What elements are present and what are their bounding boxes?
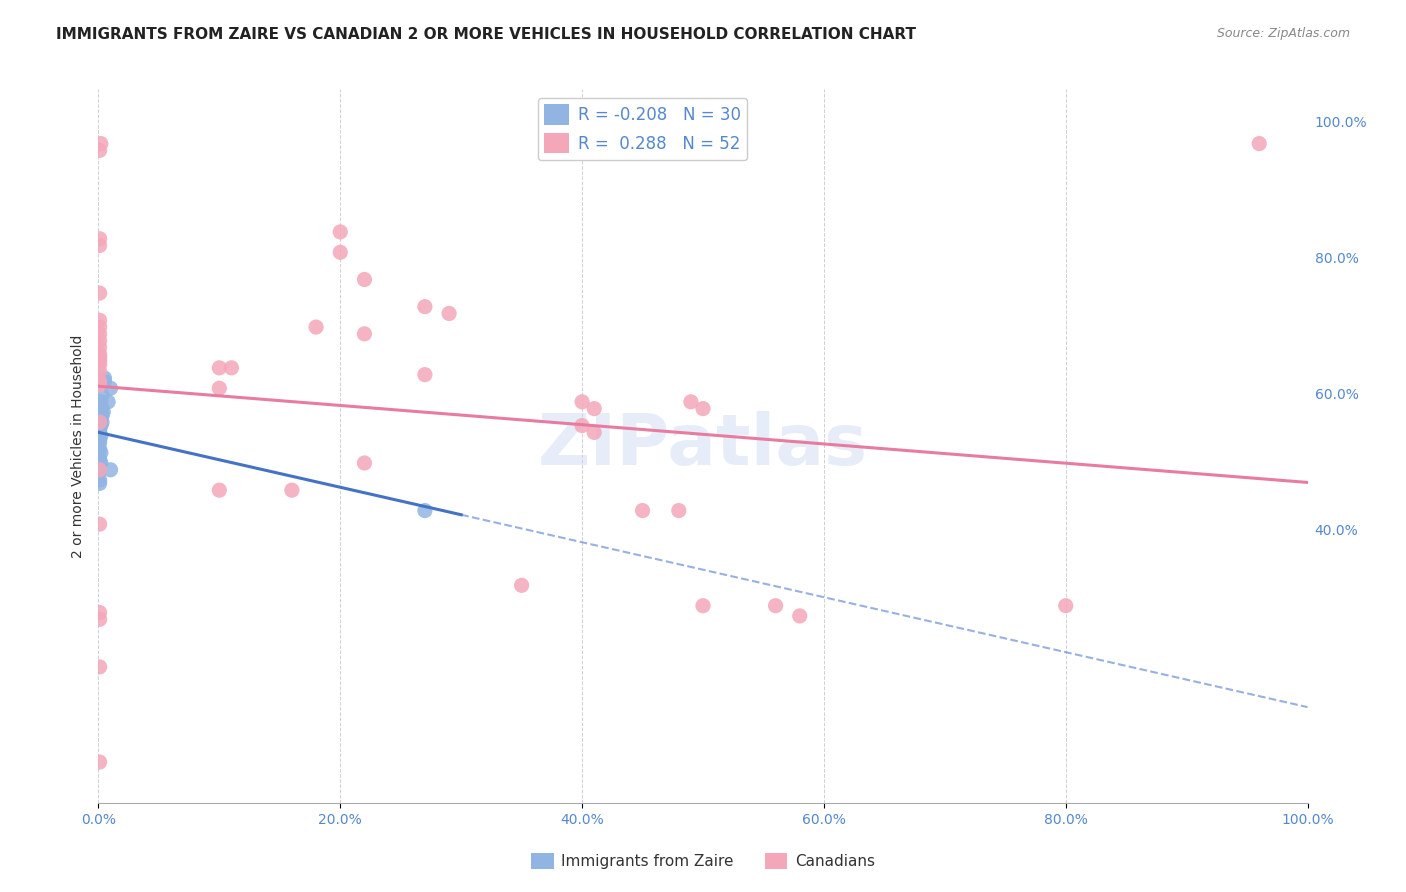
Point bbox=[89, 476, 111, 491]
Point bbox=[87, 439, 110, 453]
Point bbox=[90, 456, 112, 470]
Point bbox=[89, 334, 111, 348]
Point bbox=[89, 422, 111, 436]
Point bbox=[90, 446, 112, 460]
Point bbox=[89, 286, 111, 301]
Point bbox=[89, 341, 111, 355]
Text: 80.0%: 80.0% bbox=[1315, 252, 1358, 266]
Point bbox=[305, 320, 328, 334]
Point bbox=[90, 412, 112, 426]
Text: 40.0%: 40.0% bbox=[1315, 524, 1358, 538]
Legend: R = -0.208   N = 30, R =  0.288   N = 52: R = -0.208 N = 30, R = 0.288 N = 52 bbox=[537, 97, 748, 160]
Point bbox=[221, 360, 243, 375]
Point bbox=[89, 425, 111, 440]
Point bbox=[97, 394, 120, 409]
Point bbox=[208, 381, 231, 395]
Point bbox=[91, 409, 114, 423]
Text: Source: ZipAtlas.com: Source: ZipAtlas.com bbox=[1216, 27, 1350, 40]
Point bbox=[571, 418, 593, 433]
Point bbox=[413, 300, 436, 314]
Point bbox=[692, 401, 714, 416]
Point bbox=[89, 358, 111, 372]
Point bbox=[679, 394, 702, 409]
Point bbox=[208, 483, 231, 498]
Point bbox=[89, 463, 111, 477]
Point bbox=[208, 360, 231, 375]
Point bbox=[89, 415, 111, 429]
Point bbox=[90, 429, 112, 443]
Point bbox=[413, 503, 436, 517]
Point bbox=[89, 418, 111, 433]
Point bbox=[93, 375, 115, 389]
Point bbox=[89, 442, 111, 457]
Point bbox=[91, 401, 114, 416]
Point bbox=[89, 473, 111, 487]
Point bbox=[1249, 136, 1271, 151]
Point bbox=[571, 394, 593, 409]
Point bbox=[583, 401, 606, 416]
Point bbox=[583, 425, 606, 440]
Point bbox=[93, 371, 115, 385]
Point bbox=[89, 326, 111, 341]
Point bbox=[87, 466, 110, 480]
Point bbox=[89, 432, 111, 446]
Point bbox=[90, 136, 112, 151]
Text: 60.0%: 60.0% bbox=[1315, 388, 1358, 402]
Point bbox=[87, 449, 110, 463]
Point bbox=[89, 313, 111, 327]
Point bbox=[89, 459, 111, 474]
Point bbox=[89, 354, 111, 368]
Point bbox=[89, 232, 111, 246]
Point bbox=[510, 578, 533, 592]
Point bbox=[89, 144, 111, 158]
Point bbox=[89, 612, 111, 626]
Point bbox=[90, 418, 112, 433]
Point bbox=[91, 415, 114, 429]
Point bbox=[91, 388, 114, 402]
Text: IMMIGRANTS FROM ZAIRE VS CANADIAN 2 OR MORE VEHICLES IN HOUSEHOLD CORRELATION CH: IMMIGRANTS FROM ZAIRE VS CANADIAN 2 OR M… bbox=[56, 27, 917, 42]
Point bbox=[89, 660, 111, 674]
Point bbox=[329, 225, 352, 239]
Point bbox=[89, 347, 111, 361]
Point bbox=[100, 463, 122, 477]
Point bbox=[631, 503, 654, 517]
Point bbox=[353, 272, 375, 286]
Point bbox=[413, 368, 436, 382]
Point bbox=[329, 245, 352, 260]
Point bbox=[89, 755, 111, 769]
Point bbox=[789, 608, 811, 623]
Point bbox=[91, 405, 114, 419]
Point bbox=[437, 306, 460, 320]
Point bbox=[89, 375, 111, 389]
Point bbox=[89, 435, 111, 450]
Point bbox=[89, 606, 111, 620]
Point bbox=[89, 320, 111, 334]
Point bbox=[89, 351, 111, 365]
Point bbox=[89, 377, 111, 392]
Point bbox=[90, 394, 112, 409]
Point bbox=[89, 364, 111, 378]
Point bbox=[353, 456, 375, 470]
Y-axis label: 2 or more Vehicles in Household: 2 or more Vehicles in Household bbox=[70, 334, 84, 558]
Point bbox=[1054, 599, 1077, 613]
Point bbox=[89, 238, 111, 252]
Point bbox=[100, 381, 122, 395]
Point bbox=[692, 599, 714, 613]
Point bbox=[668, 503, 690, 517]
Point bbox=[765, 599, 787, 613]
Point bbox=[89, 517, 111, 532]
Point bbox=[89, 452, 111, 467]
Point bbox=[281, 483, 304, 498]
Text: 100.0%: 100.0% bbox=[1315, 116, 1367, 130]
Point bbox=[353, 326, 375, 341]
Text: ZIPatlas: ZIPatlas bbox=[538, 411, 868, 481]
Legend: Immigrants from Zaire, Canadians: Immigrants from Zaire, Canadians bbox=[524, 847, 882, 875]
